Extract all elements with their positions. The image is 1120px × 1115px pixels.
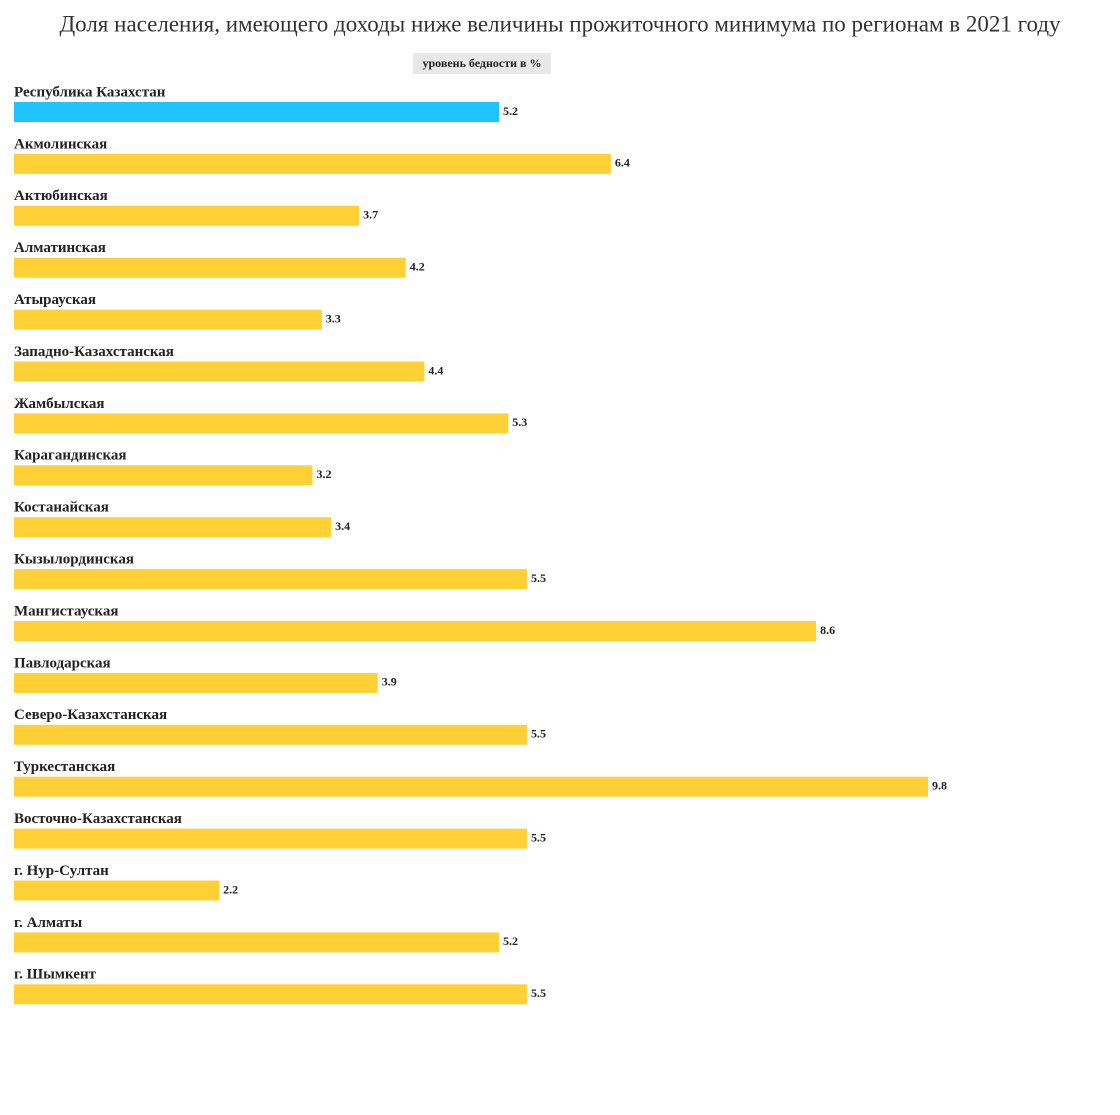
value-label: 8.6 — [820, 623, 835, 637]
bar — [14, 205, 360, 226]
bar — [14, 309, 322, 330]
bar — [14, 517, 332, 538]
bar — [14, 984, 527, 1005]
category-label: Атырауская — [14, 292, 96, 308]
category-label: Карагандинская — [14, 448, 127, 464]
value-label: 4.2 — [410, 259, 425, 273]
bar — [14, 413, 509, 434]
category-label: Северо-Казахстанская — [14, 707, 167, 723]
value-label: 2.2 — [223, 882, 238, 896]
bar — [14, 828, 527, 849]
bar — [14, 880, 220, 901]
bar — [14, 724, 527, 745]
value-label: 4.4 — [428, 363, 443, 377]
category-label: Костанайская — [14, 500, 109, 516]
legend-box — [413, 53, 551, 74]
value-label: 5.5 — [531, 986, 546, 1000]
bar — [14, 153, 611, 174]
value-label: 3.7 — [363, 208, 378, 222]
value-label: 5.5 — [531, 830, 546, 844]
category-label: г. Нур-Султан — [14, 863, 109, 879]
category-label: Павлодарская — [14, 655, 111, 671]
value-label: 5.5 — [531, 727, 546, 741]
category-label: Жамбылская — [14, 396, 105, 412]
value-label: 5.2 — [503, 934, 518, 948]
category-label: г. Шымкент — [14, 967, 97, 983]
bar — [14, 776, 928, 797]
category-label: Республика Казахстан — [14, 84, 166, 100]
chart-title: Доля населения, имеющего доходы ниже вел… — [59, 11, 1061, 36]
value-label: 3.9 — [382, 675, 397, 689]
category-label: Западно-Казахстанская — [14, 344, 174, 360]
category-label: Туркестанская — [14, 759, 115, 775]
category-label: Алматинская — [14, 240, 106, 256]
category-label: Актюбинская — [14, 188, 108, 204]
value-label: 3.4 — [335, 519, 350, 533]
category-label: г. Алматы — [14, 915, 82, 931]
value-label: 5.5 — [531, 571, 546, 585]
bar — [14, 621, 817, 641]
value-label: 5.2 — [503, 104, 518, 118]
bar — [14, 361, 425, 382]
bar — [14, 102, 499, 122]
category-label: Акмолинская — [14, 136, 107, 152]
legend-label: уровень бедности в % — [422, 56, 541, 70]
value-label: 3.2 — [316, 467, 331, 481]
value-label: 6.4 — [615, 156, 630, 170]
category-label: Мангистауская — [14, 603, 118, 619]
category-label: Кызылординская — [14, 552, 134, 568]
bar — [14, 569, 527, 590]
value-label: 5.3 — [512, 415, 527, 429]
bar — [14, 257, 406, 278]
category-label: Восточно-Казахстанская — [14, 811, 182, 827]
bar — [14, 672, 378, 693]
bar — [14, 932, 499, 953]
value-label: 9.8 — [932, 778, 947, 792]
value-label: 3.3 — [326, 311, 341, 325]
bar — [14, 465, 313, 486]
